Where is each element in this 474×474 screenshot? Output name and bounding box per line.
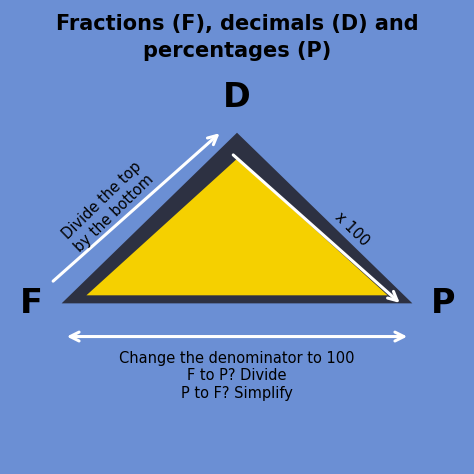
Polygon shape <box>62 133 412 303</box>
Text: D: D <box>223 81 251 114</box>
Text: P: P <box>431 287 456 320</box>
Text: x 100: x 100 <box>332 209 372 249</box>
Polygon shape <box>86 159 388 295</box>
Text: Divide the top
by the bottom: Divide the top by the bottom <box>59 159 156 255</box>
Text: Change the denominator to 100
F to P? Divide
P to F? Simplify: Change the denominator to 100 F to P? Di… <box>119 351 355 401</box>
Text: Fractions (F), decimals (D) and
percentages (P): Fractions (F), decimals (D) and percenta… <box>55 14 419 61</box>
Text: F: F <box>20 287 43 320</box>
